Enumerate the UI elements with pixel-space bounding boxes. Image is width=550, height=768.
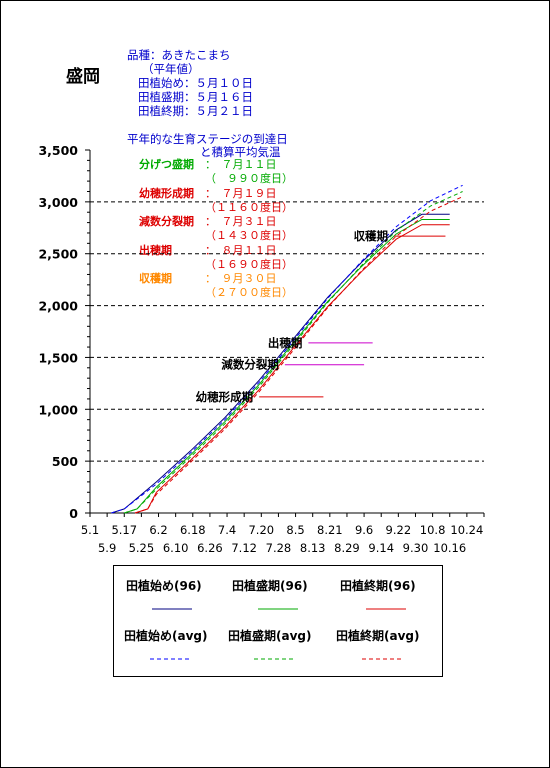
x-tick-label: 8.21 <box>317 523 343 537</box>
legend-label: 田植盛期(96) <box>232 579 308 593</box>
series-line <box>111 184 463 514</box>
y-tick-label: 3,500 <box>38 143 78 158</box>
x-tick-label: 6.18 <box>180 523 206 537</box>
x-tick-label: 6.26 <box>197 541 223 555</box>
stage-accumulated-temp: （１１６０度日） <box>205 200 293 214</box>
legend-swatch <box>254 658 294 660</box>
y-tick-label: 3,000 <box>38 195 78 210</box>
stage-label: 減数分裂期 <box>139 215 194 228</box>
legend-label: 田植始め(avg) <box>124 629 208 643</box>
legend-label: 田植始め(96) <box>126 579 202 593</box>
stage-date: ： ７月１９日 <box>205 186 277 200</box>
x-tick-label: 6.10 <box>163 541 189 555</box>
variety-label: 品種：あきたこまち <box>127 48 231 62</box>
legend-swatch <box>150 658 190 660</box>
x-tick-label: 5.9 <box>98 541 116 555</box>
y-tick-label: 1,000 <box>38 402 78 417</box>
legend-swatch <box>362 658 402 660</box>
stage-date: ： ７月１１日 <box>205 158 277 171</box>
series-line <box>124 219 450 514</box>
chart-svg: 0 500 1,000 1,500 2,000 2,500 3,000 3,500 5.1 5.1… <box>38 143 485 555</box>
x-tick-label: 9.14 <box>368 541 394 555</box>
stage-title-line1: 平年的な生育ステージの到達日 <box>127 132 288 146</box>
legend-label: 田植終期(96) <box>340 579 416 593</box>
x-tick-label: 10.16 <box>433 541 466 555</box>
x-tick-label: 7.20 <box>248 523 274 537</box>
x-tick-label: 8.13 <box>300 541 326 555</box>
stage-label: 収穫期 <box>139 272 172 285</box>
stage-accumulated-temp: （ ９９０度日） <box>205 172 293 185</box>
stage-accumulated-temp: （１４３０度日） <box>205 229 293 242</box>
x-tick-label: 10.8 <box>420 523 446 537</box>
y-tick-label: 2,500 <box>38 247 78 262</box>
plant-end-date: 田植終期：５月２１日 <box>138 104 253 118</box>
legend-label: 田植盛期(avg) <box>228 629 312 643</box>
x-tick-label: 9.6 <box>355 523 373 537</box>
legend-swatch <box>366 608 406 610</box>
x-tick-label: 9.22 <box>386 523 412 537</box>
plant-start-date: 田植始め：５月１０日 <box>138 76 253 90</box>
stage-marker-label: 出穂期 <box>268 336 303 350</box>
x-tick-label: 7.4 <box>218 523 236 537</box>
legend-label: 田植終期(avg) <box>336 629 420 643</box>
x-tick-label: 7.28 <box>266 541 292 555</box>
x-tick-label: 8.5 <box>286 523 304 537</box>
x-tick-label: 6.2 <box>149 523 167 537</box>
x-tick-label: 10.24 <box>450 523 483 537</box>
x-tick-label: 9.30 <box>403 541 429 555</box>
stage-marker-label: 幼穂形成期 <box>196 390 254 404</box>
y-tick-label: 2,000 <box>38 299 78 314</box>
legend-swatch <box>152 608 192 610</box>
stage-accumulated-temp: （２７００度日） <box>205 286 293 299</box>
legend-swatch <box>258 608 298 610</box>
stage-date: ： ９月３０日 <box>205 272 277 285</box>
station-name: 盛岡 <box>66 67 100 87</box>
series-line <box>124 191 463 514</box>
normal-value-note: （平年値） <box>142 62 200 76</box>
stage-label: 幼穂形成期 <box>139 186 194 200</box>
y-tick-label: 500 <box>52 454 78 469</box>
stage-accumulated-temp: （１６９０度日） <box>205 257 293 271</box>
stage-label: 分げつ盛期 <box>139 158 194 171</box>
stage-marker-label: 減数分裂期 <box>221 358 279 372</box>
legend-box: 田植始め(96) 田植盛期(96) 田植終期(96) 田植始め(avg) 田植盛期(av… <box>113 565 443 677</box>
x-tick-label: 5.1 <box>81 523 99 537</box>
y-tick-label: 0 <box>69 506 78 521</box>
plant-peak-date: 田植盛期：５月１６日 <box>138 90 253 104</box>
x-tick-label: 5.17 <box>111 523 137 537</box>
x-tick-label: 5.25 <box>129 541 155 555</box>
x-tick-label: 8.29 <box>334 541 360 555</box>
stage-date: ： ７月３１日 <box>205 215 277 228</box>
series-line <box>134 224 450 514</box>
y-tick-label: 1,500 <box>38 350 78 365</box>
x-tick-label: 7.12 <box>231 541 257 555</box>
stage-marker-label: 収穫期 <box>354 229 389 243</box>
stage-title-line2: と積算平均気温 <box>200 145 281 159</box>
